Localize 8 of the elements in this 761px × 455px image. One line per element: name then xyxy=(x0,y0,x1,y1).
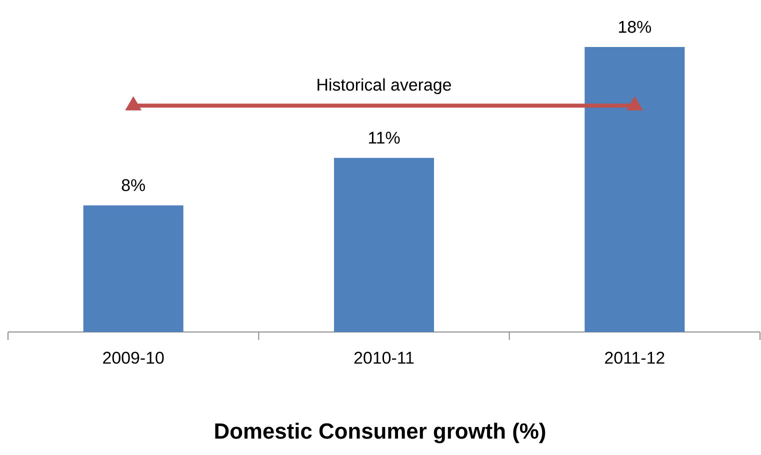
series-label: Historical average xyxy=(318,78,451,94)
x-tick-label: 2010-11 xyxy=(354,352,414,364)
text: Domestic Consumer growth (%) xyxy=(215,422,546,444)
data-label: 18% xyxy=(619,20,652,33)
x-tick-label: 2009-10 xyxy=(103,352,164,364)
data-label: 8% xyxy=(122,179,145,192)
data-label: 11% xyxy=(368,132,400,144)
x-tick-label: 2011-12 xyxy=(605,352,664,364)
